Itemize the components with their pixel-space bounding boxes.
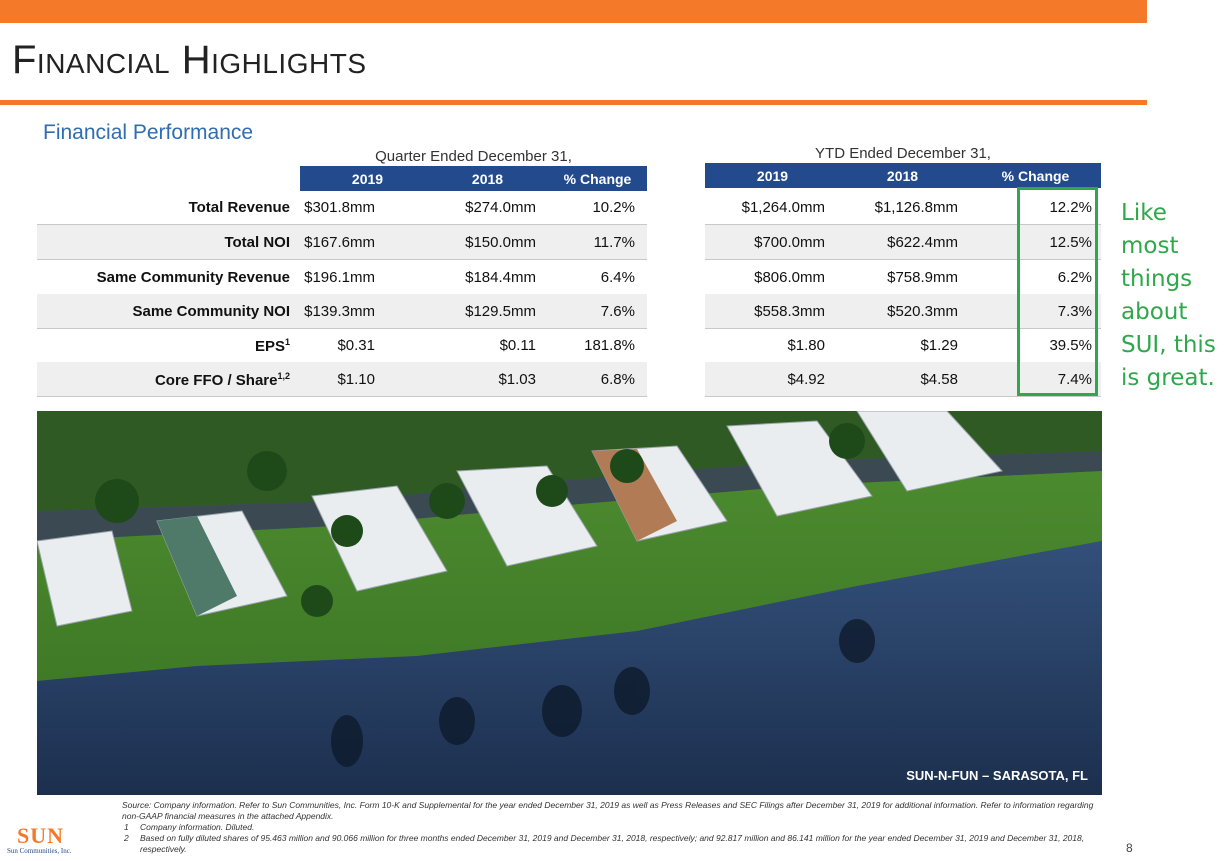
table-row: $4.92 $4.58 7.4% bbox=[705, 362, 1101, 397]
row-label: Total NOI bbox=[224, 234, 290, 251]
qchange-value: 7.6% bbox=[600, 303, 635, 320]
footnote-number: 1 bbox=[124, 822, 129, 832]
q2018-value: $150.0mm bbox=[465, 234, 536, 251]
y2019-value: $1.80 bbox=[787, 337, 825, 354]
footnote-ref: 1,2 bbox=[277, 371, 290, 381]
footnote-item: 1 Company information. Diluted. bbox=[122, 822, 1102, 833]
q2018-value: $274.0mm bbox=[465, 199, 536, 216]
ychange-value: 6.2% bbox=[1057, 269, 1092, 286]
ytd-header: 2019 2018 % Change bbox=[705, 163, 1101, 188]
qchange-value: 6.4% bbox=[600, 269, 635, 286]
quarter-header-2018: 2018 bbox=[471, 171, 504, 187]
y2018-value: $758.9mm bbox=[887, 269, 958, 286]
y2018-value: $1.29 bbox=[920, 337, 958, 354]
ychange-value: 7.4% bbox=[1057, 371, 1092, 388]
table-row: Same Community NOI $139.3mm $129.5mm 7.6… bbox=[37, 294, 647, 329]
ytd-change-highlight-box bbox=[1017, 187, 1098, 396]
page-title: Financial Highlights bbox=[12, 38, 367, 82]
qchange-value: 181.8% bbox=[584, 337, 635, 354]
q2019-value: $0.31 bbox=[337, 337, 375, 354]
ychange-value: 7.3% bbox=[1057, 303, 1092, 320]
ytd-header-change: % Change bbox=[1001, 168, 1070, 184]
ytd-header-2019: 2019 bbox=[756, 168, 789, 184]
y2018-value: $520.3mm bbox=[887, 303, 958, 320]
annotation-note: Like most things about SUI, this is grea… bbox=[1121, 200, 1216, 391]
table-row: Same Community Revenue $196.1mm $184.4mm… bbox=[37, 260, 647, 295]
table-row: $1,264.0mm $1,126.8mm 12.2% bbox=[705, 190, 1101, 225]
source-note: Source: Company information. Refer to Su… bbox=[122, 800, 1094, 821]
table-row: EPS1 $0.31 $0.11 181.8% bbox=[37, 328, 647, 363]
y2018-value: $622.4mm bbox=[887, 234, 958, 251]
footnote-item: 2 Based on fully diluted shares of 95.46… bbox=[122, 833, 1102, 855]
q2019-value: $1.10 bbox=[337, 371, 375, 388]
company-logo: SUN Sun Communities, Inc. bbox=[7, 823, 102, 857]
q2019-value: $139.3mm bbox=[304, 303, 375, 320]
ychange-value: 12.2% bbox=[1049, 199, 1092, 216]
title-divider bbox=[0, 100, 1147, 105]
quarter-header-2019: 2019 bbox=[351, 171, 384, 187]
q2018-value: $1.03 bbox=[498, 371, 536, 388]
y2018-value: $1,126.8mm bbox=[874, 199, 958, 216]
row-label: Core FFO / Share1,2 bbox=[154, 371, 290, 389]
ychange-value: 12.5% bbox=[1049, 234, 1092, 251]
y2019-value: $806.0mm bbox=[754, 269, 825, 286]
qchange-value: 6.8% bbox=[600, 371, 635, 388]
y2019-value: $558.3mm bbox=[754, 303, 825, 320]
quarter-header-change: % Change bbox=[563, 171, 632, 187]
community-aerial-photo: SUN-N-FUN – SARASOTA, FL bbox=[37, 411, 1102, 795]
logo-mark: SUN bbox=[17, 823, 65, 848]
aerial-illustration bbox=[37, 411, 1102, 795]
table-row: Total NOI $167.6mm $150.0mm 11.7% bbox=[37, 225, 647, 260]
ytd-header-2018: 2018 bbox=[886, 168, 919, 184]
row-label: Total Revenue bbox=[188, 199, 290, 216]
footnote-text: Company information. Diluted. bbox=[140, 822, 255, 832]
logo-subtitle: Sun Communities, Inc. bbox=[7, 847, 72, 855]
quarter-header: 2019 2018 % Change bbox=[300, 166, 647, 191]
row-label: Same Community NOI bbox=[132, 303, 290, 320]
y2019-value: $4.92 bbox=[787, 371, 825, 388]
q2019-value: $167.6mm bbox=[304, 234, 375, 251]
ychange-value: 39.5% bbox=[1049, 337, 1092, 354]
q2018-value: $0.11 bbox=[499, 337, 536, 354]
q2018-value: $184.4mm bbox=[465, 269, 536, 286]
top-accent-bar bbox=[0, 0, 1147, 23]
q2018-value: $129.5mm bbox=[465, 303, 536, 320]
table-row: Core FFO / Share1,2 $1.10 $1.03 6.8% bbox=[37, 362, 647, 397]
row-label: Same Community Revenue bbox=[96, 269, 290, 286]
table-row: $700.0mm $622.4mm 12.5% bbox=[705, 225, 1101, 260]
footnote-number: 2 bbox=[124, 833, 129, 843]
section-subtitle: Financial Performance bbox=[43, 121, 254, 144]
footnote-text: Based on fully diluted shares of 95.463 … bbox=[140, 833, 1085, 854]
ytd-group-label: YTD Ended December 31, bbox=[815, 145, 991, 162]
footnotes: Source: Company information. Refer to Su… bbox=[122, 800, 1102, 855]
q2019-value: $301.8mm bbox=[304, 199, 375, 216]
page-number: 8 bbox=[1126, 841, 1133, 855]
q2019-value: $196.1mm bbox=[304, 269, 375, 286]
table-row: Total Revenue $301.8mm $274.0mm 10.2% bbox=[37, 190, 647, 225]
quarter-group-label: Quarter Ended December 31, bbox=[375, 148, 572, 165]
y2019-value: $1,264.0mm bbox=[741, 199, 825, 216]
row-label: EPS1 bbox=[254, 337, 290, 355]
photo-caption: SUN-N-FUN – SARASOTA, FL bbox=[906, 768, 1088, 783]
footnote-ref: 1 bbox=[284, 337, 290, 347]
y2018-value: $4.58 bbox=[920, 371, 958, 388]
y2019-value: $700.0mm bbox=[754, 234, 825, 251]
table-row: $558.3mm $520.3mm 7.3% bbox=[705, 294, 1101, 329]
qchange-value: 10.2% bbox=[592, 199, 635, 216]
qchange-value: 11.7% bbox=[593, 234, 635, 251]
